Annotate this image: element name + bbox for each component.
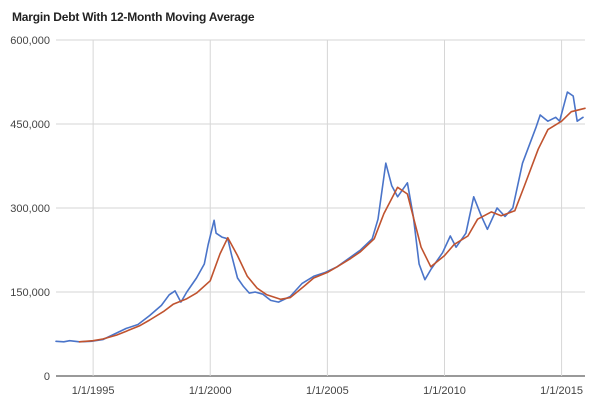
- y-tick-label: 450,000: [10, 119, 50, 131]
- x-tick-label: 1/1/1995: [72, 385, 115, 397]
- y-tick-label: 150,000: [10, 287, 50, 299]
- x-tick-label: 1/1/2005: [306, 385, 349, 397]
- y-tick-label: 300,000: [10, 203, 50, 215]
- series-line-2: [78, 107, 586, 343]
- series-line-1: [55, 91, 584, 343]
- x-tick-label: 1/1/2010: [423, 385, 466, 397]
- x-tick-label: 1/1/2000: [189, 385, 232, 397]
- y-tick-label: 600,000: [10, 35, 50, 47]
- y-tick-label: 0: [44, 371, 50, 383]
- x-tick-label: 1/1/2015: [540, 385, 583, 397]
- chart-title: Margin Debt With 12-Month Moving Average: [12, 10, 255, 24]
